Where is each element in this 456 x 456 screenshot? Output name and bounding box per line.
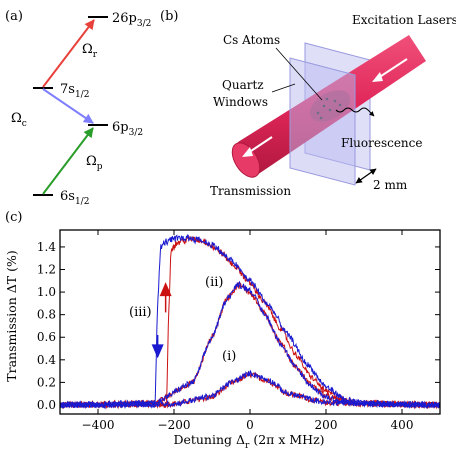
fluorescence-arrow — [335, 107, 375, 117]
x-tick-label: 400 — [391, 418, 414, 432]
plot-frame — [59, 229, 441, 415]
quartz-label-line1: Quartz — [222, 78, 264, 92]
rydberg-coupling-arrow — [42, 19, 95, 88]
red-curve-ii-line — [59, 282, 441, 409]
x-tick-label: 0 — [246, 418, 254, 432]
x-tick-label: −200 — [158, 418, 191, 432]
y-tick-label: 0.2 — [37, 375, 56, 389]
quartz-window-front — [289, 57, 356, 186]
y-tick-label: 1.4 — [37, 240, 56, 254]
probe-laser-arrow — [42, 127, 94, 195]
omega-c-label: Ωc — [11, 111, 27, 129]
annotation-i: (i) — [222, 349, 236, 364]
x-axis-label: Detuning Δr (2π x MHz) — [173, 432, 324, 451]
omega-p-label: Ωp — [86, 154, 103, 172]
y-tick-label: 1.2 — [37, 263, 56, 277]
blue-curve-iii-line — [59, 234, 441, 410]
y-tick-label: 0.4 — [37, 353, 56, 367]
level-6p-label: 6p3/2 — [112, 120, 143, 138]
fluorescence-label: Fluorescence — [341, 136, 423, 150]
down-sweep-arrow-head — [151, 344, 164, 359]
panel-b-setup-schematic: (b) C — [160, 9, 456, 198]
transmission-beam-arrowhead — [242, 147, 253, 157]
panel-b-label: (b) — [160, 9, 178, 24]
up-sweep-arrow-head — [159, 282, 172, 297]
cs-atoms-leader-line — [275, 47, 323, 101]
annotation-ii: (ii) — [205, 275, 223, 290]
y-tick-label: 0.6 — [37, 330, 56, 344]
x-tick-label: −400 — [82, 418, 115, 432]
y-tick-label: 0.8 — [37, 308, 56, 322]
panel-a-label: (a) — [5, 9, 23, 24]
red-curve-iii-line — [59, 235, 441, 410]
quartz-leader-line — [271, 83, 296, 93]
coupling-laser-arrow — [42, 88, 94, 124]
panel-c-label: (c) — [5, 210, 22, 225]
transmission-label: Transmission — [210, 184, 291, 198]
blue-curve-ii-line — [59, 280, 440, 409]
cs-atoms-label: Cs Atoms — [223, 33, 280, 47]
panel-a-level-diagram: (a) 26p3/2 7s1/2 6p3/2 6s1/2 Ωr Ωc Ωp — [5, 9, 151, 207]
scale-arrow — [355, 168, 377, 184]
plot-curves — [59, 234, 441, 410]
axis-ticks: −400 −200 0 200 400 0.0 0.2 0.4 0.6 0.8 1.0 1.2 1.4 — [37, 230, 440, 432]
level-6s-label: 6s1/2 — [60, 189, 89, 207]
scale-label: 2 mm — [373, 178, 408, 192]
panel-c-chart: (c) Transmission ΔT (%) Detuning Δr (2π … — [4, 210, 441, 451]
level-7s-label: 7s1/2 — [60, 82, 89, 100]
laser-beam-end-face — [231, 142, 261, 178]
omega-r-label: Ωr — [82, 42, 98, 60]
level-26p-label: 26p3/2 — [112, 11, 151, 29]
quartz-label-line2: Windows — [213, 95, 268, 109]
y-tick-label: 0.0 — [37, 398, 56, 412]
excitation-lasers-label: Excitation Lasers — [352, 13, 456, 27]
excitation-beam-arrow — [377, 58, 408, 79]
y-axis-label: Transmission ΔT (%) — [4, 250, 19, 381]
y-tick-label: 1.0 — [37, 285, 56, 299]
x-tick-label: 200 — [315, 418, 338, 432]
excitation-beam-arrowhead — [372, 72, 383, 82]
transmission-beam-arrow — [247, 136, 273, 154]
switching-arrows — [151, 282, 172, 359]
annotation-iii: (iii) — [129, 305, 152, 320]
